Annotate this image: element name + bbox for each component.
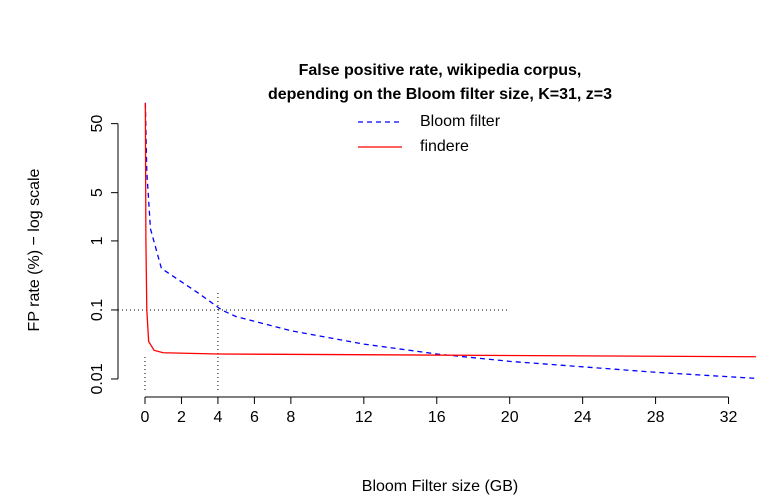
legend-label: Bloom filter (420, 113, 501, 130)
x-tick-label: 8 (286, 409, 295, 426)
series-line (144, 102, 756, 358)
legend-label: findere (420, 138, 469, 155)
y-axis-label: FP rate (%) − log scale (26, 168, 43, 331)
y-tick-label: 1 (89, 236, 106, 245)
x-axis-label: Bloom Filter size (GB) (362, 478, 518, 495)
x-tick-label: 32 (720, 409, 738, 426)
series-line (144, 102, 756, 380)
y-tick-label: 5 (89, 188, 106, 197)
y-tick-label: 0.1 (89, 299, 106, 321)
x-tick-label: 12 (355, 409, 373, 426)
x-tick-label: 6 (250, 409, 259, 426)
x-tick-label: 20 (501, 409, 519, 426)
x-tick-label: 2 (177, 409, 186, 426)
x-tick-label: 0 (141, 409, 150, 426)
chart-title: depending on the Bloom filter size, K=31… (268, 86, 612, 103)
chart-title: False positive rate, wikipedia corpus, (299, 62, 582, 79)
y-tick-label: 50 (89, 115, 106, 133)
y-tick-label: 0.01 (89, 363, 106, 394)
x-tick-label: 4 (213, 409, 222, 426)
x-tick-label: 28 (647, 409, 665, 426)
x-tick-label: 16 (428, 409, 446, 426)
x-tick-label: 24 (574, 409, 592, 426)
